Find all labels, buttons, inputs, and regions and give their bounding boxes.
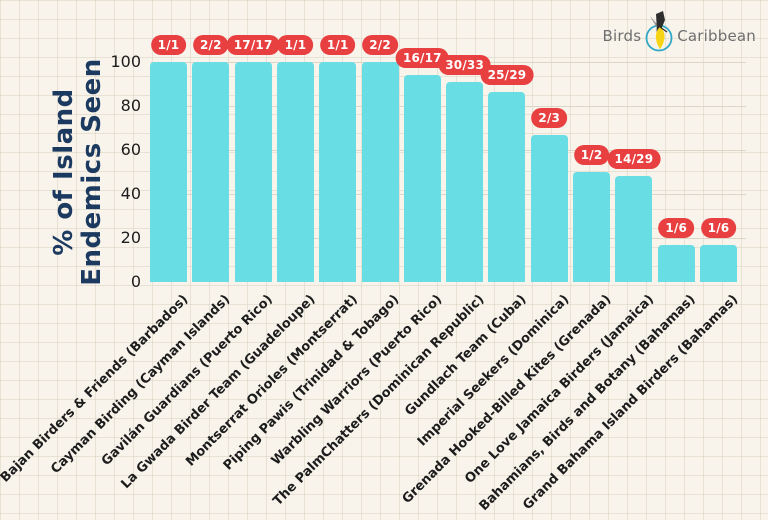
birdscaribbean-logo: Birds Caribbean (603, 10, 756, 54)
bar (150, 62, 187, 282)
y-axis-title-line1: % of Island (49, 88, 79, 256)
fraction-badge: 1/2 (573, 145, 610, 165)
bar (530, 135, 568, 282)
y-tick-label: 100 (110, 52, 141, 71)
fraction-badge: 14/29 (607, 148, 661, 169)
bar (488, 92, 526, 282)
fraction-badge: 1/1 (277, 35, 314, 55)
bar (361, 62, 399, 282)
bar (234, 62, 272, 282)
y-tick-label: 20 (120, 228, 141, 247)
bar (446, 82, 484, 282)
fraction-badge: 1/1 (150, 35, 187, 55)
bird-logo-icon (645, 11, 673, 52)
bar (700, 245, 737, 282)
fraction-badge: 30/33 (438, 55, 492, 76)
category-label: Imperial Seekers (Dominica) (414, 292, 572, 450)
logo-text-left: Birds (602, 27, 642, 45)
bar (403, 74, 441, 282)
bar (319, 62, 357, 282)
bar (192, 62, 230, 282)
fraction-badge: 2/3 (531, 108, 568, 129)
fraction-badge: 1/6 (700, 218, 737, 239)
bar (573, 172, 611, 282)
fraction-badge: 17/17 (226, 35, 280, 55)
y-tick-label: 40 (120, 184, 141, 203)
fraction-badge: 25/29 (480, 65, 534, 86)
bar (276, 62, 314, 282)
category-label: La Gwada Birder Team (Guadeloupe) (118, 292, 319, 492)
bar (657, 245, 695, 282)
logo-text-right: Caribbean (677, 27, 756, 45)
fraction-badge: 16/17 (395, 47, 449, 68)
bar (615, 175, 653, 282)
y-tick-label: 60 (120, 140, 141, 159)
fraction-badge: 2/2 (192, 35, 229, 55)
fraction-badge: 1/6 (658, 218, 695, 239)
fraction-badge: 1/1 (319, 35, 356, 55)
y-tick-label: 80 (120, 96, 141, 115)
fraction-badge: 2/2 (362, 35, 398, 55)
y-tick-label: 0 (130, 272, 141, 291)
